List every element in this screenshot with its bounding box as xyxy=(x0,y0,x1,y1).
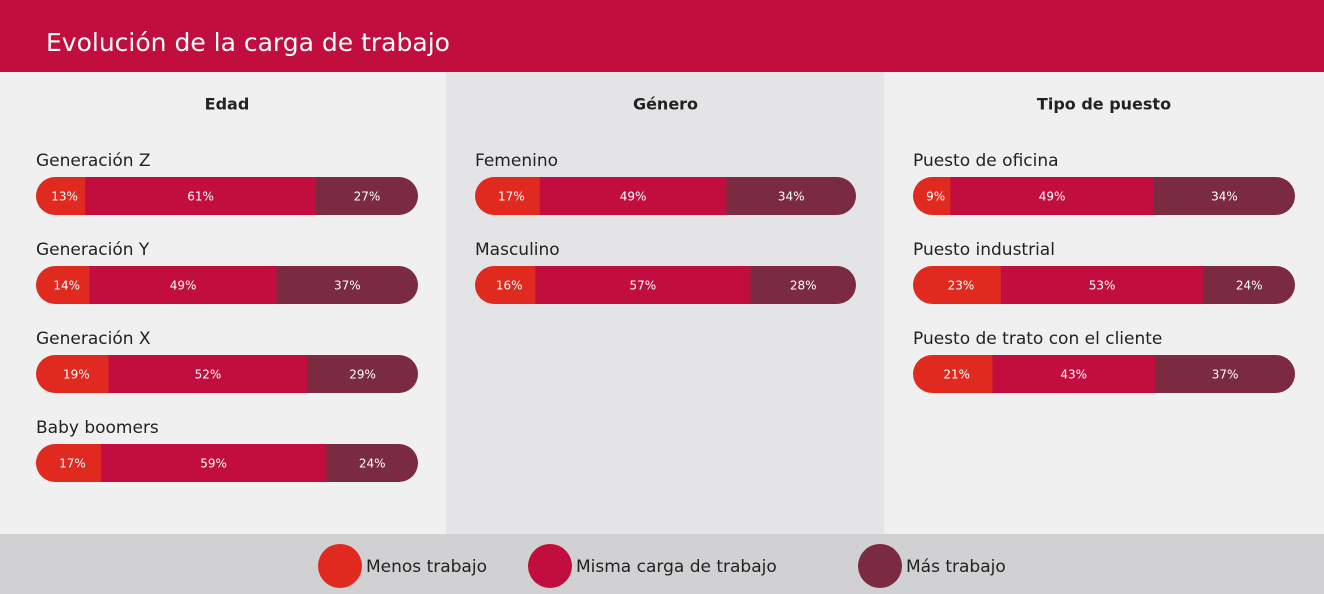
value-label: 49% xyxy=(1039,190,1066,204)
bar-segment xyxy=(1155,355,1295,393)
category-label: Puesto de trato con el cliente xyxy=(913,329,1162,349)
panel-title: Edad xyxy=(205,95,250,114)
bar-segment xyxy=(1000,266,1204,304)
stacked-bar xyxy=(36,266,418,304)
value-label: 9% xyxy=(926,190,945,204)
value-label: 19% xyxy=(63,368,90,382)
value-label: 17% xyxy=(498,190,525,204)
legend-label: Menos trabajo xyxy=(366,557,487,577)
panel-title: Tipo de puesto xyxy=(1037,95,1171,114)
bar-segment xyxy=(1203,266,1295,304)
bar-segment xyxy=(913,266,1002,304)
bar-segment xyxy=(36,355,110,393)
value-label: 29% xyxy=(349,368,376,382)
bar-segment xyxy=(36,177,86,215)
bar-segment xyxy=(326,444,418,482)
stacked-bar xyxy=(36,355,418,393)
legend-label: Más trabajo xyxy=(906,557,1006,577)
stacked-bar xyxy=(475,177,856,215)
stacked-bar xyxy=(475,266,856,304)
category-label: Generación X xyxy=(36,329,151,349)
value-label: 21% xyxy=(943,368,970,382)
category-label: Puesto industrial xyxy=(913,240,1055,260)
value-label: 37% xyxy=(1212,368,1239,382)
bar-segment xyxy=(36,266,90,304)
bar-segment xyxy=(913,177,951,215)
bar-segment xyxy=(475,266,536,304)
category-label: Generación Z xyxy=(36,151,151,171)
legend-label: Misma carga de trabajo xyxy=(576,557,777,577)
legend-bar xyxy=(0,534,1324,594)
value-label: 14% xyxy=(53,279,80,293)
value-label: 24% xyxy=(359,457,386,471)
category-label: Generación Y xyxy=(36,240,150,260)
value-label: 43% xyxy=(1060,368,1087,382)
category-label: Masculino xyxy=(475,240,560,260)
bar-segment xyxy=(992,355,1156,393)
bar-segment xyxy=(307,355,418,393)
value-label: 53% xyxy=(1089,279,1116,293)
stacked-bar xyxy=(36,444,418,482)
value-label: 49% xyxy=(620,190,647,204)
category-label: Femenino xyxy=(475,151,558,171)
value-label: 17% xyxy=(59,457,86,471)
value-label: 28% xyxy=(790,279,817,293)
value-label: 57% xyxy=(630,279,657,293)
bar-segment xyxy=(750,266,856,304)
header xyxy=(0,0,1324,72)
value-label: 59% xyxy=(200,457,227,471)
value-label: 27% xyxy=(354,190,381,204)
value-label: 61% xyxy=(187,190,214,204)
category-label: Puesto de oficina xyxy=(913,151,1059,171)
bar-segment xyxy=(276,266,418,304)
bar-segment xyxy=(100,444,327,482)
bar-segment xyxy=(36,444,102,482)
bar-segment xyxy=(315,177,418,215)
value-label: 37% xyxy=(334,279,361,293)
category-label: Baby boomers xyxy=(36,418,159,438)
stacked-bar xyxy=(36,177,418,215)
value-label: 16% xyxy=(496,279,523,293)
page-title: Evolución de la carga de trabajo xyxy=(46,28,450,57)
bar-segment xyxy=(1153,177,1295,215)
legend-swatch xyxy=(858,544,902,588)
stacked-bar xyxy=(913,266,1295,304)
value-label: 23% xyxy=(948,279,975,293)
panel-title: Género xyxy=(633,95,698,114)
value-label: 34% xyxy=(1211,190,1238,204)
bar-segment xyxy=(89,266,278,304)
value-label: 24% xyxy=(1236,279,1263,293)
bar-segment xyxy=(85,177,317,215)
stacked-bar xyxy=(913,355,1295,393)
stacked-bar xyxy=(913,177,1295,215)
bar-segment xyxy=(913,355,993,393)
bar-segment xyxy=(108,355,308,393)
value-label: 13% xyxy=(51,190,78,204)
bar-segment xyxy=(475,177,541,215)
value-label: 49% xyxy=(170,279,197,293)
legend-swatch xyxy=(528,544,572,588)
legend-swatch xyxy=(318,544,362,588)
value-label: 52% xyxy=(195,368,222,382)
bar-segment xyxy=(726,177,856,215)
bar-segment xyxy=(539,177,727,215)
value-label: 34% xyxy=(778,190,805,204)
bar-segment xyxy=(950,177,1155,215)
bar-segment xyxy=(535,266,751,304)
